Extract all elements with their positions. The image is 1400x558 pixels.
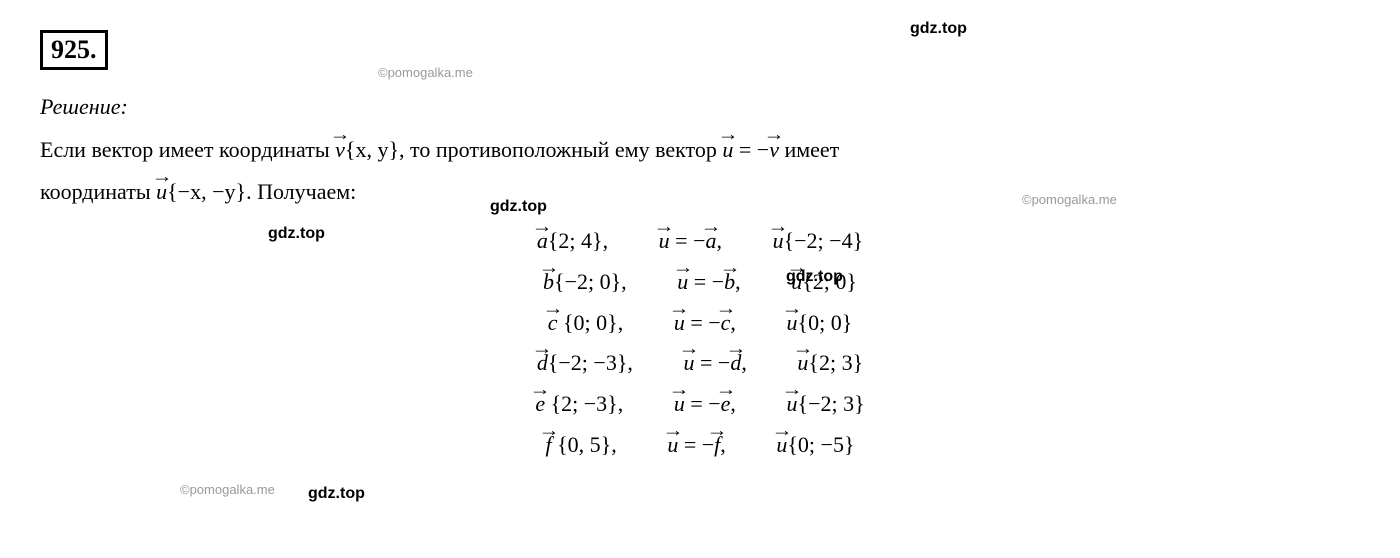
text: , то противоположный ему вектор [399, 137, 722, 162]
watermark-pomogalka-3: ©pomogalka.me [180, 482, 275, 497]
coords: {−2; −3}, [548, 350, 633, 375]
coords: {2; −3}, [545, 391, 623, 416]
vec-u: u [667, 425, 678, 466]
problem-number: 925. [40, 30, 108, 70]
explain-line-2: координаты u{−x, −y}. Получаем: [40, 172, 1360, 212]
math-row-2: b{−2; 0},u = −b,u{2; 0} [40, 262, 1360, 303]
text: имеет [779, 137, 839, 162]
coords: {−x, −y} [167, 179, 246, 204]
coords: {−2; 3} [798, 391, 865, 416]
math-row-1: a{2; 4},u = −a,u{−2; −4} [40, 221, 1360, 262]
watermark-gdztop-1: gdz.top [910, 20, 967, 38]
text: координаты [40, 179, 156, 204]
coords: {0; 0}, [558, 310, 624, 335]
coords: {2; 4}, [548, 228, 608, 253]
solution-label: Решение: [40, 94, 1360, 120]
vec-u: u [722, 130, 733, 170]
watermark-gdztop-5: gdz.top [308, 485, 365, 503]
coords: {2; 3} [808, 350, 863, 375]
text: . Получаем: [246, 179, 356, 204]
watermark-gdztop-2: gdz.top [268, 225, 325, 243]
watermark-pomogalka-2: ©pomogalka.me [1022, 192, 1117, 207]
vec-u: u [776, 425, 787, 466]
coords: {−2; 0}, [554, 269, 627, 294]
vec-u: u [659, 221, 670, 262]
vec-v: v [769, 130, 779, 170]
vec-f: f [545, 425, 551, 466]
math-row-6: f {0, 5},u = −f,u{0; −5} [40, 425, 1360, 466]
coords: {−2; −4} [784, 228, 864, 253]
math-block: a{2; 4},u = −a,u{−2; −4} b{−2; 0},u = −b… [40, 221, 1360, 465]
text: Если вектор имеет координаты [40, 137, 335, 162]
math-row-3: c {0; 0},u = −c,u{0; 0} [40, 303, 1360, 344]
math-row-4: d{−2; −3},u = −d,u{2; 3} [40, 343, 1360, 384]
coords: {x, y} [345, 137, 399, 162]
vec-u: u [773, 221, 784, 262]
vec-u: u [156, 172, 167, 212]
coords: {0, 5}, [552, 432, 617, 457]
math-row-5: e {2; −3},u = −e,u{−2; 3} [40, 384, 1360, 425]
vec-a: a [706, 221, 717, 262]
vec-f: f [714, 425, 720, 466]
coords: {0; 0} [798, 310, 853, 335]
watermark-pomogalka-1: ©pomogalka.me [378, 65, 473, 80]
coords: {0; −5} [787, 432, 854, 457]
vec-v: v [335, 130, 345, 170]
explain-line-1: Если вектор имеет координаты v{x, y}, то… [40, 130, 1360, 170]
